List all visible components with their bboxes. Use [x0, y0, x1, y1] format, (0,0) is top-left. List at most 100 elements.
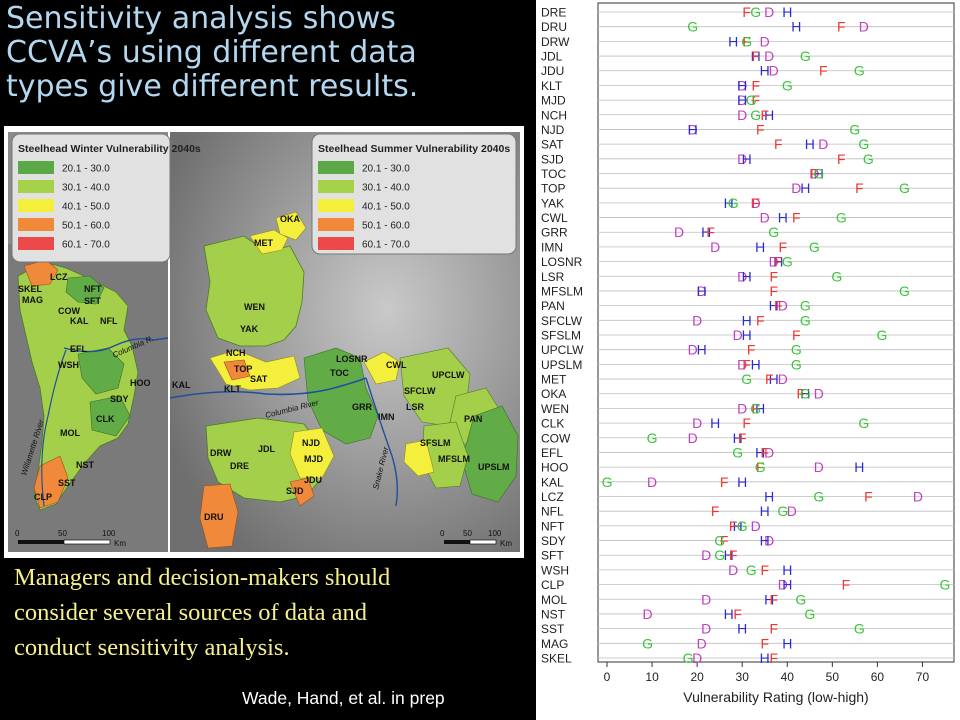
data-point-nfl-f: F	[711, 503, 720, 519]
x-tick-label: 40	[781, 670, 795, 684]
winter-scale-100: 100	[102, 529, 116, 538]
data-point-lsr-h: H	[742, 268, 752, 284]
data-point-skel-h: H	[760, 650, 770, 666]
row-label-wsh: WSH	[541, 563, 569, 577]
data-point-dru-d: D	[859, 19, 869, 35]
map-label-jdu: JDU	[304, 475, 322, 485]
data-point-imn-g: G	[809, 239, 820, 255]
summer-basin-sfslm	[403, 439, 435, 477]
data-point-jdu-h: H	[760, 63, 770, 79]
map-label-nft: NFT	[84, 284, 102, 294]
data-point-top-d: D	[791, 180, 801, 196]
title-line-2: CCVA’s using different data	[6, 35, 417, 70]
data-point-losnr-g: G	[782, 254, 793, 270]
data-point-imn-d: D	[710, 239, 720, 255]
row-label-mol: MOL	[541, 593, 567, 607]
map-label-nch: NCH	[226, 348, 246, 358]
data-point-cwl-f: F	[792, 210, 801, 226]
map-label-nfl: NFL	[100, 316, 118, 326]
data-point-grr-h: H	[701, 224, 711, 240]
data-point-pan-g: G	[800, 298, 811, 314]
data-point-nfl-h: H	[760, 503, 770, 519]
citation: Wade, Hand, et al. in prep	[242, 688, 445, 708]
data-point-nft-f: F	[729, 518, 738, 534]
title-line-3: types give different results.	[6, 69, 419, 104]
legend-summer-title: Steelhead Summer Vulnerability 2040s	[318, 143, 510, 155]
map-label-toc: TOC	[330, 368, 349, 378]
row-label-drw: DRW	[541, 35, 570, 49]
data-point-top-f: F	[855, 180, 864, 196]
data-point-mag-f: F	[760, 635, 769, 651]
data-point-drw-d: D	[760, 33, 770, 49]
data-point-drw-f: F	[742, 33, 751, 49]
data-point-sjd-h: H	[742, 151, 752, 167]
map-label-upclw: UPCLW	[432, 370, 465, 380]
data-point-imn-f: F	[778, 239, 787, 255]
row-label-imn: IMN	[541, 240, 563, 254]
row-label-kal: KAL	[541, 475, 564, 489]
data-point-mol-d: D	[701, 591, 711, 607]
data-point-nst-d: D	[643, 606, 653, 622]
data-point-nst-g: G	[804, 606, 815, 622]
data-point-upslm-f: F	[742, 356, 751, 372]
data-point-sjd-g: G	[863, 151, 874, 167]
map-label-wen: WEN	[244, 302, 265, 312]
data-point-oka-g: G	[800, 386, 811, 402]
data-point-sft-h: H	[724, 547, 734, 563]
data-point-klt-d: D	[737, 77, 747, 93]
row-label-oka: OKA	[541, 387, 566, 401]
data-point-imn-h: H	[755, 239, 765, 255]
summer-basin-sjd	[289, 477, 315, 507]
row-label-sfclw: SFCLW	[541, 314, 583, 328]
data-point-nch-f: F	[760, 107, 769, 123]
data-point-cwl-h: H	[778, 210, 788, 226]
summer-basin-njd-mjd	[289, 427, 335, 479]
data-point-dre-h: H	[782, 4, 792, 20]
data-point-lcz-f: F	[864, 489, 873, 505]
data-point-klt-h: H	[737, 77, 747, 93]
map-label-imn: IMN	[378, 412, 395, 422]
data-point-mjd-g: G	[746, 92, 757, 108]
data-point-toc-g: G	[813, 166, 824, 182]
data-point-cow-d: D	[688, 430, 698, 446]
data-point-mag-g: G	[642, 635, 653, 651]
data-point-lcz-g: G	[813, 489, 824, 505]
legend-winter-swatch-5	[18, 237, 54, 250]
data-point-upclw-g: G	[791, 342, 802, 358]
row-label-losnr: LOSNR	[541, 255, 583, 269]
data-point-cow-f: F	[738, 430, 747, 446]
legend-winter-swatch-4	[18, 218, 54, 231]
data-point-sdy-d: D	[764, 533, 774, 549]
data-point-wsh-g: G	[746, 562, 757, 578]
data-point-sat-f: F	[774, 136, 783, 152]
data-point-wen-f: F	[751, 400, 760, 416]
map-label-mag: MAG	[22, 295, 43, 305]
data-point-toc-h: H	[814, 166, 824, 182]
data-point-sjd-d: D	[737, 151, 747, 167]
slide-title: Sensitivity analysis shows CCVA’s using …	[6, 2, 526, 104]
data-point-sst-g: G	[854, 621, 865, 637]
body-line-2: consider several sources of data and	[14, 599, 368, 626]
summer-region-grr-losnr	[303, 347, 379, 445]
data-point-upclw-h: H	[697, 342, 707, 358]
row-label-lsr: LSR	[541, 270, 565, 284]
winter-basins-region	[17, 261, 139, 511]
data-point-mfslm-f: F	[769, 283, 778, 299]
x-tick-label: 30	[736, 670, 750, 684]
data-point-sat-h: H	[805, 136, 815, 152]
data-point-nfl-g: G	[777, 503, 788, 519]
row-label-clp: CLP	[541, 578, 564, 592]
data-point-wen-d: D	[737, 400, 747, 416]
data-point-losnr-h: H	[773, 254, 783, 270]
summer-basin-cwl	[363, 351, 401, 385]
row-label-dre: DRE	[541, 6, 566, 20]
data-point-sst-f: F	[769, 621, 778, 637]
map-label-dru: DRU	[204, 512, 224, 522]
data-point-nft-h: H	[733, 518, 743, 534]
row-label-mfslm: MFSLM	[541, 284, 583, 298]
x-tick-label: 50	[826, 670, 840, 684]
data-point-oka-d: D	[814, 386, 824, 402]
data-point-sfslm-d: D	[733, 327, 743, 343]
data-point-mag-d: D	[697, 635, 707, 651]
map-label-jdl: JDL	[258, 444, 276, 454]
